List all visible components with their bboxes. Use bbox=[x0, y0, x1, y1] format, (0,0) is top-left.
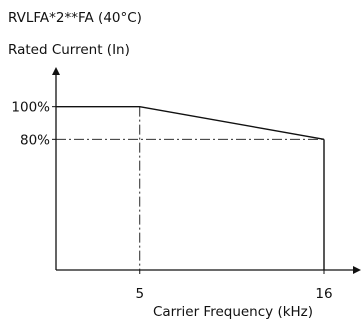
x-tick-label: 16 bbox=[315, 286, 332, 302]
chart-title: RVLFA*2**FA (40°C) bbox=[8, 10, 142, 26]
x-tick-label: 5 bbox=[135, 286, 144, 302]
y-axis-arrow-icon bbox=[52, 67, 60, 75]
y-axis-label: Rated Current (In) bbox=[8, 42, 130, 58]
x-axis-arrow-icon bbox=[353, 266, 361, 274]
y-tick-label: 100% bbox=[11, 100, 50, 116]
series-line bbox=[56, 107, 324, 140]
y-tick-label: 80% bbox=[20, 132, 50, 148]
x-axis-label: Carrier Frequency (kHz) bbox=[153, 304, 313, 320]
